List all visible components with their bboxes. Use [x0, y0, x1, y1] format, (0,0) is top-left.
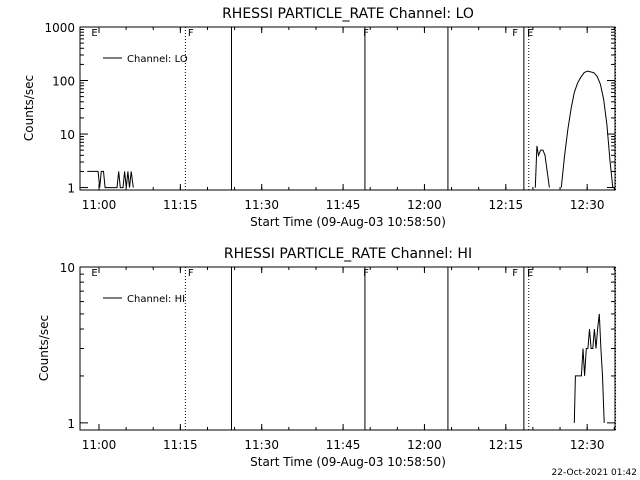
lo-x-tick-label: 12:00	[407, 198, 442, 212]
lo-y-tick-label: 1000	[44, 21, 75, 35]
lo-x-tick-label: 12:30	[570, 198, 605, 212]
hi-x-tick-label: 11:30	[244, 438, 279, 452]
lo-y-tick-label: 100	[52, 75, 75, 89]
hi-x-tick-label: 12:30	[570, 438, 605, 452]
lo-series-line	[534, 145, 550, 188]
hi-x-tick-label: 12:00	[407, 438, 442, 452]
lo-x-tick-label: 11:30	[244, 198, 279, 212]
lo-flag-label: E	[91, 28, 97, 39]
hi-x-tick-label: 11:15	[163, 438, 198, 452]
lo-x-tick-label: 11:15	[163, 198, 198, 212]
lo-axis-ticks: 11:00 11:15 11:30 11:45 12:00 12:15 12:30 1 10 10…	[44, 21, 615, 212]
hi-flag-label: E	[527, 268, 533, 279]
lo-legend-label: Channel: LO	[127, 54, 188, 65]
hi-axis-ticks: 11:00 11:15 11:30 11:45 12:00 12:15 12:30 1 10	[60, 261, 615, 452]
lo-y-tick-label: 1	[67, 182, 75, 196]
hi-x-tick-label: 12:15	[489, 438, 524, 452]
lo-flag-label: F	[363, 28, 369, 39]
lo-x-axis-label: Start Time (09-Aug-03 10:58:50)	[250, 215, 446, 229]
lo-chart-title: RHESSI PARTICLE_RATE Channel: LO	[222, 6, 474, 22]
hi-flag-label: F	[363, 268, 369, 279]
hi-y-tick-label: 1	[67, 417, 75, 431]
hi-x-tick-label: 11:45	[326, 438, 361, 452]
lo-y-axis-label: Counts/sec	[22, 75, 36, 141]
hi-series-group	[573, 313, 605, 423]
lo-x-tick-label: 12:15	[489, 198, 524, 212]
hi-x-axis-label: Start Time (09-Aug-03 10:58:50)	[250, 455, 446, 469]
lo-x-tick-label: 11:00	[82, 198, 117, 212]
hi-x-tick-label: 11:00	[82, 438, 117, 452]
lo-y-tick-label: 10	[60, 128, 75, 142]
hi-series-line	[573, 313, 605, 423]
hi-chart-title: RHESSI PARTICLE_RATE Channel: HI	[224, 246, 472, 262]
lo-flag-label: F	[188, 28, 194, 39]
lo-x-tick-label: 11:45	[326, 198, 361, 212]
lo-series-group	[87, 70, 614, 189]
footer-timestamp: 22-Oct-2021 01:42	[552, 468, 637, 478]
hi-legend-label: Channel: HI	[127, 294, 185, 305]
hi-flag-label: F	[512, 268, 518, 279]
lo-series-line	[87, 170, 134, 189]
hi-flag-label: E	[91, 268, 97, 279]
hi-y-tick-label: 10	[60, 261, 75, 275]
lo-flag-label: F	[512, 28, 518, 39]
lo-flag-label: E	[527, 28, 533, 39]
hi-plot-frame	[79, 266, 616, 431]
lo-series-line	[560, 70, 614, 188]
hi-flag-label: F	[188, 268, 194, 279]
hi-y-axis-label: Counts/sec	[37, 315, 51, 381]
lo-plot-frame	[79, 26, 616, 191]
